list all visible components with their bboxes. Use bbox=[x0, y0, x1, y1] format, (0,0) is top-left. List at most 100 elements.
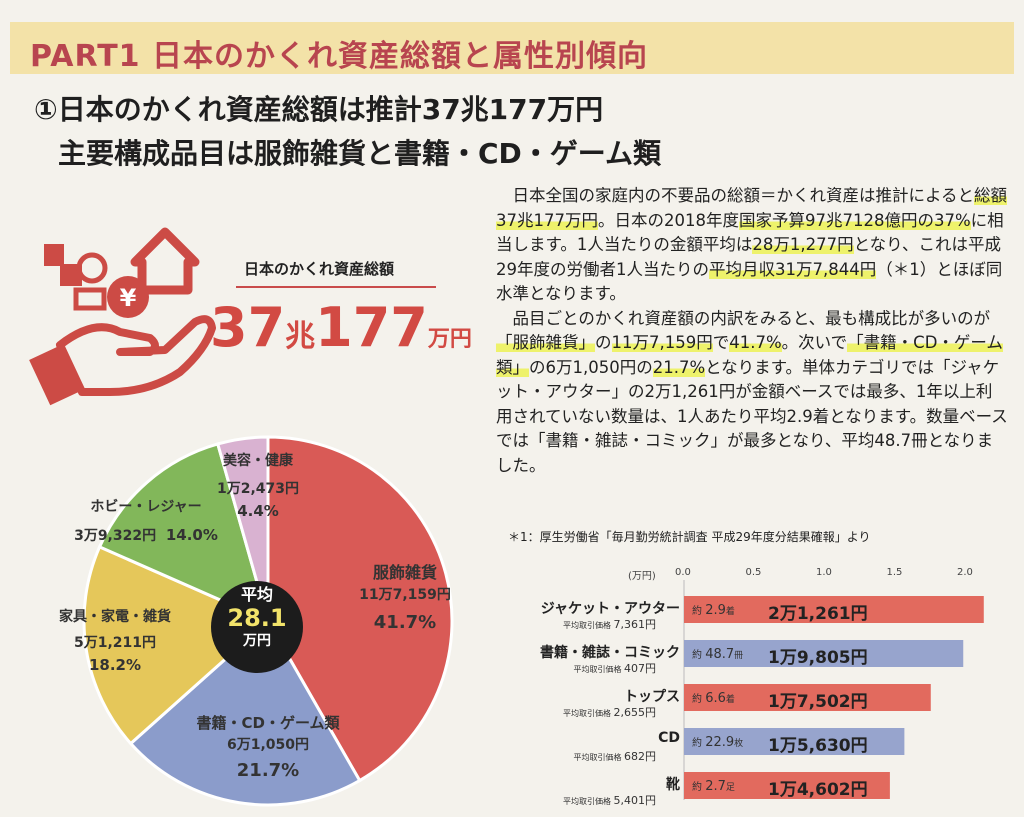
pie-label-fashion: 服飾雑貨 11万7,159円 41.7% bbox=[345, 562, 465, 634]
section-title: PART1 日本のかくれ資産総額と属性別傾向 bbox=[30, 39, 648, 74]
pie-chart bbox=[82, 435, 454, 807]
pie-slice-3 bbox=[97, 442, 271, 624]
highlighted-text: 21.7% bbox=[652, 357, 706, 377]
bar-average-price: 平均取引価格 682円 bbox=[573, 748, 656, 764]
bar-count-part: 約 bbox=[692, 606, 706, 617]
bar-average-price: 平均取引価格 7,361円 bbox=[563, 616, 656, 632]
text-segment: 。次いで bbox=[781, 333, 848, 352]
pie-slice-1 bbox=[128, 618, 362, 807]
bar-count-label: 約 2.9着 bbox=[692, 602, 735, 618]
bar-category-label: CD bbox=[658, 730, 680, 746]
pie-center-value: 28.1 bbox=[227, 604, 287, 632]
pie-slice-name: 家具・家電・雑貨 bbox=[59, 609, 171, 625]
bar-count-part: 2.7 bbox=[705, 779, 726, 794]
bar-3 bbox=[684, 728, 905, 755]
goods-icon bbox=[44, 244, 108, 311]
bar-0 bbox=[684, 596, 984, 623]
bar-value-label: 1万7,502円 bbox=[768, 692, 868, 712]
highlighted-text: 11万7,159円 bbox=[611, 333, 713, 352]
pie-slice-name: 書籍・CD・ゲーム類 bbox=[196, 714, 340, 732]
pie-slice-amount: 3万9,322円 bbox=[74, 528, 157, 544]
bar-price-caption: 平均取引価格 bbox=[573, 753, 624, 762]
highlighted-text: 平均月収31万7,844円 bbox=[709, 259, 877, 279]
body-paragraph-1: 日本全国の家庭内の不要品の総額＝かくれ資産は推計によると総額37兆177万円。日… bbox=[496, 184, 1008, 307]
pie-slice-0 bbox=[266, 435, 454, 783]
bar-4 bbox=[684, 772, 890, 799]
bar-count-label: 約 22.9枚 bbox=[692, 734, 743, 750]
body-text: 日本全国の家庭内の不要品の総額＝かくれ資産は推計によると総額37兆177万円。日… bbox=[496, 184, 1008, 478]
pie-label-furniture: 家具・家電・雑貨 5万1,211円 18.2% bbox=[40, 606, 190, 676]
text-segment: の bbox=[595, 333, 612, 352]
text-segment: （＊1）とほぼ同水準となります。 bbox=[496, 259, 1003, 304]
section-banner bbox=[10, 22, 1014, 74]
bar-axis-tick: 2.0 bbox=[957, 567, 973, 578]
hero-amount: 37兆177万円 bbox=[210, 296, 472, 359]
bar-count-part: 約 bbox=[692, 738, 706, 749]
pie-label-books: 書籍・CD・ゲーム類 6万1,050円 21.7% bbox=[168, 712, 368, 782]
bar-axis-tick: 1.5 bbox=[886, 567, 903, 578]
pie-label-beauty: 美容・健康 1万2,473円 4.4% bbox=[208, 450, 308, 522]
bar-category-label: 書籍・雑誌・コミック bbox=[540, 645, 680, 661]
bar-count-part: 6.6 bbox=[705, 691, 726, 706]
highlighted-text: 国家予算97兆7128億円の37% bbox=[739, 210, 971, 230]
bar-average-price: 平均取引価格 5,401円 bbox=[563, 792, 656, 808]
pie-slice-amount: 5万1,211円 bbox=[73, 635, 157, 651]
pie-slice-pct: 18.2% bbox=[88, 656, 142, 674]
bar-count-part: 22.9 bbox=[705, 735, 735, 750]
text-segment: 。日本の2018年度 bbox=[598, 210, 739, 230]
bar-axis-tick: 1.0 bbox=[816, 567, 832, 578]
bar-chart bbox=[683, 580, 984, 800]
text-segment: 品目ごとのかくれ資産額の内訳をみると、最も構成比が多いのが bbox=[512, 308, 991, 328]
hero-label: 日本のかくれ資産総額 bbox=[244, 260, 395, 278]
pie-center-title: 平均 bbox=[240, 585, 273, 604]
bar-count-part: 48.7 bbox=[705, 647, 735, 662]
hero-divider bbox=[236, 286, 436, 288]
pie-center-disc bbox=[211, 581, 303, 673]
bar-value-label: 1万9,805円 bbox=[768, 648, 868, 668]
bar-count-label: 約 48.7冊 bbox=[692, 646, 743, 662]
bar-price-value: 682円 bbox=[624, 750, 656, 763]
bar-value-label: 1万5,630円 bbox=[768, 736, 868, 756]
text-segment: となります。単体カテゴリでは「ジャケット・アウター」の2万1,261円が金額ベー… bbox=[496, 357, 1008, 475]
bar-count-part: 着 bbox=[725, 607, 735, 617]
highlighted-text: 28万1,277円 bbox=[752, 235, 854, 254]
bar-price-value: 407円 bbox=[624, 662, 656, 675]
bar-price-caption: 平均取引価格 bbox=[562, 709, 614, 718]
bar-axis-tick: 0.5 bbox=[745, 567, 762, 578]
house-icon bbox=[130, 227, 200, 295]
highlighted-text: 41.7% bbox=[729, 333, 782, 352]
bar-category-label: ジャケット・アウター bbox=[540, 601, 680, 617]
pie-slice-name: ホビー・レジャー bbox=[90, 499, 202, 515]
bar-value-label: 2万1,261円 bbox=[768, 604, 868, 624]
pie-slice-amount: 6万1,050円 bbox=[226, 737, 310, 753]
bar-price-caption: 平均取引価格 bbox=[562, 621, 614, 630]
pie-slice-2 bbox=[82, 544, 271, 746]
text-segment: の6万1,050円の bbox=[529, 357, 653, 377]
bar-count-part: 着 bbox=[725, 695, 735, 705]
bar-category-label: 靴 bbox=[666, 777, 680, 793]
hero-amount-num1: 37 bbox=[210, 296, 286, 359]
bar-average-price: 平均取引価格 407円 bbox=[573, 660, 656, 676]
yen-coin-icon: ¥ bbox=[107, 276, 149, 318]
pie-slice-pct: 21.7% bbox=[236, 760, 300, 781]
pie-slice-name: 美容・健康 bbox=[223, 453, 293, 469]
bar-count-label: 約 2.7足 bbox=[692, 778, 735, 794]
hand-icon bbox=[29, 315, 216, 406]
bar-price-value: 2,655円 bbox=[613, 706, 657, 719]
bar-count-part: 冊 bbox=[734, 651, 744, 661]
text-segment: に相当します。1人当たりの金額平均は bbox=[496, 210, 1004, 255]
text-segment: 日本全国の家庭内の不要品の総額＝かくれ資産は推計によると bbox=[512, 186, 975, 205]
pie-slice-pct: 4.4% bbox=[237, 502, 279, 520]
bar-count-label: 約 6.6着 bbox=[692, 690, 735, 706]
pie-center-unit: 万円 bbox=[243, 633, 271, 649]
body-paragraph-2: 品目ごとのかくれ資産額の内訳をみると、最も構成比が多いのが「服飾雑貨」の11万7… bbox=[496, 307, 1008, 479]
heading-line-1: ①日本のかくれ資産総額は推計37兆177万円 bbox=[34, 93, 604, 126]
bar-price-caption: 平均取引価格 bbox=[562, 797, 614, 806]
bar-price-value: 7,361円 bbox=[613, 618, 657, 631]
pie-slice-amount: 11万7,159円 bbox=[359, 587, 451, 603]
bar-price-value: 5,401円 bbox=[613, 794, 657, 807]
bar-count-part: 足 bbox=[725, 783, 735, 793]
pie-center-label: 平均 28.1 万円 bbox=[214, 585, 300, 651]
svg-text:¥: ¥ bbox=[120, 284, 137, 312]
